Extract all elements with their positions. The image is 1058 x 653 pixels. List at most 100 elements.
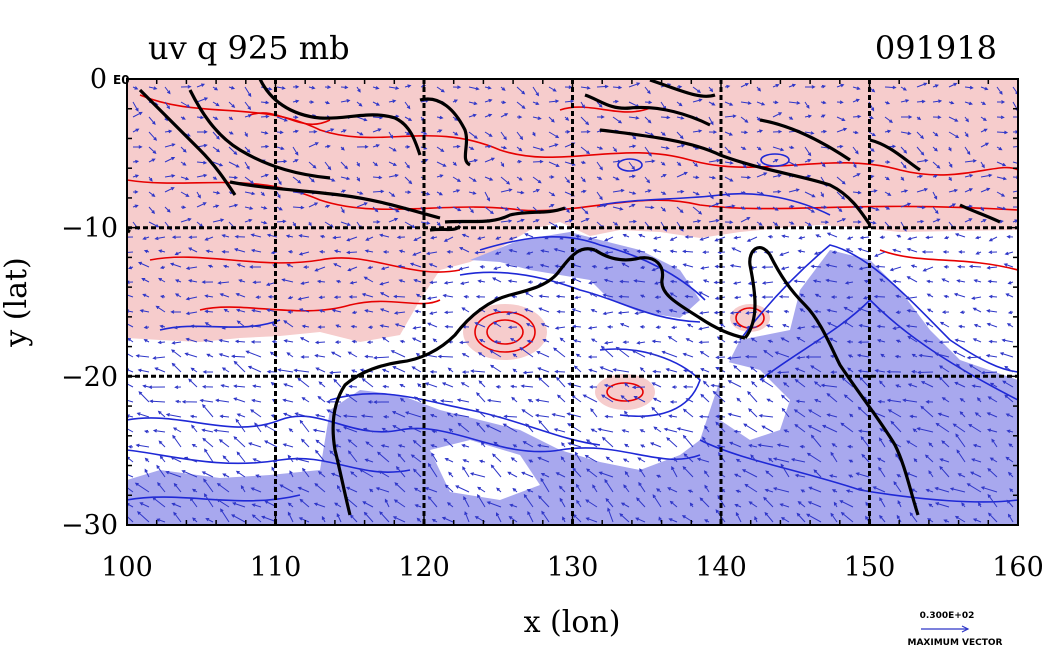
- wind-vector-arrow: [279, 484, 294, 493]
- wind-vector-arrow: [308, 129, 318, 134]
- wind-vector-arrow: [174, 399, 182, 404]
- wind-vector-arrow: [189, 414, 198, 419]
- wind-vector-arrow: [772, 487, 790, 493]
- wind-vector-arrow: [878, 466, 886, 478]
- wind-vector-arrow: [906, 276, 918, 283]
- wind-vector-arrow: [574, 451, 582, 463]
- wind-vector-arrow: [966, 355, 982, 360]
- wind-vector-arrow: [699, 236, 710, 241]
- wind-vector-arrow: [252, 384, 262, 388]
- wind-vector-arrow: [954, 381, 966, 388]
- wind-vector-arrow: [212, 101, 220, 107]
- wind-vector-arrow: [959, 398, 966, 403]
- wind-vector-arrow: [379, 308, 390, 313]
- wind-vector-arrow: [831, 489, 838, 493]
- wind-vector-arrow: [644, 86, 651, 95]
- wind-vector-arrow: [516, 146, 523, 152]
- wind-vector-arrow: [330, 351, 342, 358]
- wind-vector-arrow: [599, 366, 614, 373]
- wind-vector-arrow: [826, 392, 838, 403]
- wind-vector-arrow: [340, 146, 345, 151]
- wind-vector-arrow: [724, 101, 734, 106]
- wind-vector-arrow: [148, 221, 160, 228]
- wind-vector-arrow: [392, 366, 406, 373]
- wind-vector-arrow: [236, 320, 246, 328]
- wind-vector-arrow: [319, 250, 326, 254]
- wind-vector-arrow: [196, 191, 201, 199]
- wind-vector-arrow: [669, 292, 678, 298]
- wind-vector-arrow: [836, 191, 846, 200]
- wind-vector-arrow: [244, 86, 252, 98]
- wind-vector-arrow: [820, 129, 828, 134]
- wind-vector-arrow: [928, 470, 934, 478]
- wind-vector-arrow: [804, 206, 816, 213]
- wind-vector-arrow: [953, 292, 966, 298]
- wind-vector-arrow: [884, 101, 891, 105]
- wind-vector-arrow: [532, 116, 542, 120]
- wind-vector-arrow: [340, 161, 349, 170]
- wind-vector-arrow: [692, 175, 700, 180]
- wind-vector-arrow: [251, 514, 262, 523]
- wind-vector-arrow: [356, 101, 363, 107]
- wind-vector-arrow: [912, 428, 918, 433]
- wind-vector-arrow: [512, 487, 518, 493]
- wind-vector-arrow: [228, 86, 236, 90]
- wind-vector-arrow: [294, 457, 310, 463]
- wind-vector-arrow: [135, 443, 150, 448]
- wind-vector-arrow: [196, 173, 208, 178]
- wind-vector-arrow: [373, 355, 390, 360]
- corner-label: E0: [113, 73, 130, 87]
- wind-vector-arrow: [317, 325, 326, 329]
- wind-vector-arrow: [567, 442, 582, 448]
- wind-vector-arrow: [236, 413, 246, 418]
- wind-vector-arrow: [314, 266, 326, 272]
- wind-vector-arrow: [293, 368, 310, 373]
- wind-vector-arrow: [236, 451, 246, 463]
- wind-vector-arrow: [557, 394, 566, 403]
- wind-vector-arrow: [843, 394, 854, 403]
- wind-vector-arrow: [196, 202, 207, 208]
- wind-vector-arrow: [660, 115, 671, 120]
- wind-vector-arrow: [507, 279, 518, 283]
- wind-vector-arrow: [468, 146, 475, 150]
- wind-vector-arrow: [314, 340, 326, 345]
- wind-vector-arrow: [271, 459, 278, 464]
- wind-vector-arrow: [895, 339, 902, 343]
- wind-vector-arrow: [1006, 323, 1014, 328]
- wind-vector-arrow: [298, 517, 310, 523]
- wind-vector-arrow: [665, 368, 678, 373]
- wind-vector-arrow: [440, 399, 454, 403]
- wind-vector-arrow: [204, 322, 214, 328]
- wind-vector-arrow: [587, 326, 598, 330]
- wind-vector-arrow: [527, 280, 534, 284]
- wind-vector-arrow: [524, 233, 534, 238]
- wind-vector-arrow: [564, 130, 571, 134]
- wind-vector-arrow: [879, 497, 886, 508]
- wind-vector-arrow: [477, 493, 486, 508]
- wind-vector-arrow: [708, 116, 714, 126]
- wind-vector-arrow: [702, 380, 710, 388]
- wind-vector-arrow: [154, 236, 166, 241]
- wind-vector-arrow: [559, 497, 566, 508]
- wind-vector-arrow: [159, 324, 166, 329]
- wind-vector-arrow: [484, 144, 492, 149]
- wind-vector-arrow: [634, 311, 646, 315]
- wind-vector-arrow: [142, 236, 150, 240]
- vector-scale-value: 0.300E+02: [920, 611, 975, 621]
- wind-vector-arrow: [382, 336, 390, 343]
- wind-vector-arrow: [754, 515, 758, 523]
- wind-vector-arrow: [553, 347, 566, 358]
- wind-vector-arrow: [941, 397, 950, 403]
- wind-vector-arrow: [212, 146, 221, 153]
- wind-vector-arrow: [708, 175, 717, 180]
- wind-vector-arrow: [276, 206, 283, 211]
- wind-vector-arrow: [240, 484, 246, 493]
- wind-vector-arrow: [157, 340, 166, 345]
- wind-vector-arrow: [156, 464, 166, 478]
- wind-vector-arrow: [252, 458, 262, 463]
- wind-vector-arrow: [411, 366, 422, 373]
- wind-vector-arrow: [428, 263, 438, 268]
- wind-vector-arrow: [879, 235, 886, 239]
- wind-vector-arrow: [651, 339, 662, 344]
- wind-vector-arrow: [347, 266, 358, 272]
